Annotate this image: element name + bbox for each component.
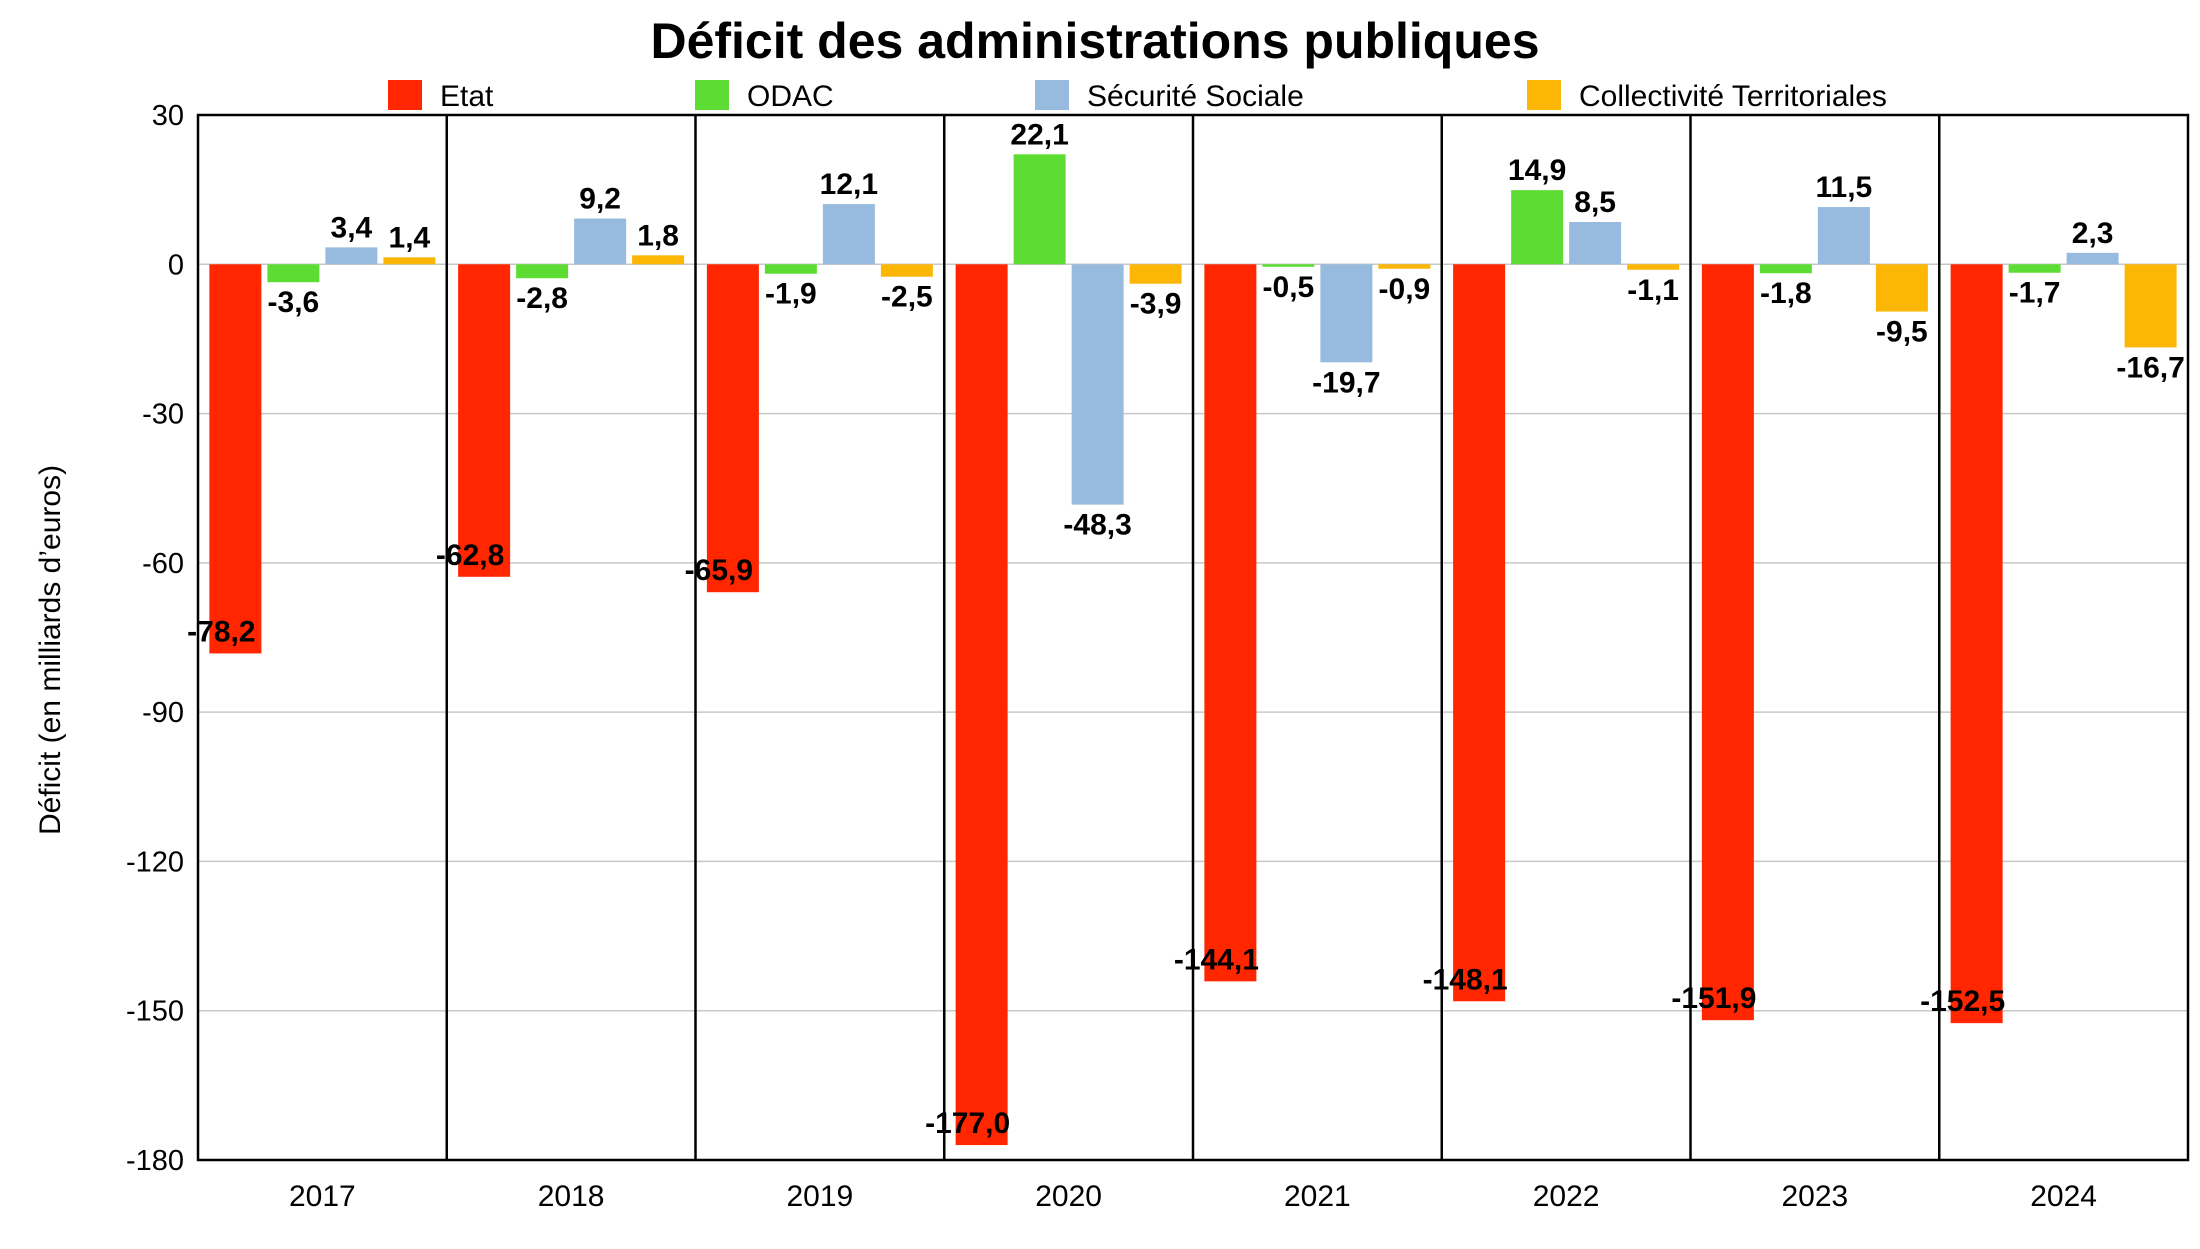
y-tick-label: -120 xyxy=(126,846,184,878)
bar xyxy=(764,264,817,274)
bar xyxy=(1569,221,1622,265)
bar xyxy=(1875,264,1928,312)
bar xyxy=(1950,264,2003,1024)
y-tick-label: -180 xyxy=(126,1145,184,1177)
bar xyxy=(706,264,759,593)
x-tick-label: 2019 xyxy=(787,1180,854,1213)
y-tick-label: -30 xyxy=(142,399,184,431)
bar xyxy=(2124,264,2177,348)
y-axis-ticks: 30 0 -30 -60 -90 -120 -150 -180 xyxy=(126,100,184,1177)
bar xyxy=(267,264,320,283)
data-label: -65,9 xyxy=(685,554,753,587)
bar xyxy=(209,264,262,654)
legend-swatch xyxy=(1035,80,1069,110)
legend-swatch xyxy=(1527,80,1561,110)
data-label: -151,9 xyxy=(1671,982,1756,1015)
bar xyxy=(632,255,685,265)
bar xyxy=(1453,264,1506,1002)
data-label: 11,5 xyxy=(1816,171,1873,204)
data-label: -19,7 xyxy=(1312,366,1380,399)
data-label: -62,8 xyxy=(436,539,504,572)
bar xyxy=(2066,252,2119,265)
x-tick-label: 2020 xyxy=(1035,1180,1102,1213)
data-label: -78,2 xyxy=(187,615,255,648)
data-label: -1,9 xyxy=(765,278,817,311)
bar xyxy=(383,257,436,265)
data-label: -152,5 xyxy=(1920,985,2005,1018)
bar xyxy=(516,264,569,279)
data-label: -177,0 xyxy=(925,1107,1010,1140)
plot-frame xyxy=(196,113,2190,1162)
data-label: 22,1 xyxy=(1010,118,1068,151)
bar xyxy=(1071,264,1124,505)
legend-label: Etat xyxy=(440,80,494,113)
x-tick-label: 2021 xyxy=(1284,1180,1351,1213)
legend-swatch xyxy=(695,80,729,110)
data-label: 12,1 xyxy=(820,168,878,201)
bar xyxy=(1129,264,1182,284)
bar xyxy=(1262,264,1315,267)
bars xyxy=(209,154,2177,1146)
data-label: -3,9 xyxy=(1130,288,1182,321)
data-label: -2,8 xyxy=(516,282,568,315)
data-labels: -78,2 -3,6 3,4 1,4 -62,8 -2,8 9,2 1,8 -65,9 -1,9 1… xyxy=(187,118,2185,1140)
data-label: 14,9 xyxy=(1508,154,1566,187)
bar xyxy=(458,264,511,577)
data-label: -148,1 xyxy=(1423,963,1508,996)
bar xyxy=(1013,154,1066,265)
x-tick-label: 2018 xyxy=(538,1180,605,1213)
data-label: 2,3 xyxy=(2072,217,2114,250)
x-tick-label: 2024 xyxy=(2030,1180,2097,1213)
data-label: -2,5 xyxy=(881,281,933,314)
x-tick-label: 2023 xyxy=(1782,1180,1849,1213)
data-label: 1,8 xyxy=(637,219,679,252)
bar xyxy=(1759,264,1812,274)
legend: Etat ODAC Sécurité Sociale Collectivité Ter… xyxy=(388,80,1887,113)
y-tick-label: -150 xyxy=(126,996,184,1028)
y-tick-label: 0 xyxy=(168,249,184,281)
data-label: 8,5 xyxy=(1574,186,1616,219)
bar xyxy=(955,264,1008,1146)
data-label: -1,8 xyxy=(1760,277,1812,310)
data-label: -144,1 xyxy=(1174,943,1259,976)
data-label: -0,9 xyxy=(1379,273,1431,306)
data-label: -48,3 xyxy=(1063,509,1131,542)
bar xyxy=(574,218,627,265)
data-label: -9,5 xyxy=(1876,316,1928,349)
bar xyxy=(1204,264,1257,982)
data-label: 1,4 xyxy=(389,221,431,254)
legend-swatch xyxy=(388,80,422,110)
data-label: -3,6 xyxy=(268,286,320,319)
bar xyxy=(880,264,933,277)
bar xyxy=(1378,264,1431,269)
y-axis-label: Déficit (en milliards d’euros) xyxy=(34,465,67,835)
y-tick-label: -60 xyxy=(142,548,184,580)
data-label: -1,7 xyxy=(2009,277,2061,310)
legend-label: ODAC xyxy=(747,80,834,113)
bar xyxy=(1817,207,1870,265)
bar xyxy=(1511,190,1564,265)
data-label: 9,2 xyxy=(579,183,621,216)
x-axis-ticks: 2017 2018 2019 2020 2021 2022 2023 2024 xyxy=(289,1180,2097,1213)
data-label: -16,7 xyxy=(2116,351,2184,384)
x-tick-label: 2017 xyxy=(289,1180,356,1213)
data-label: -1,1 xyxy=(1627,274,1679,307)
data-label: -0,5 xyxy=(1263,271,1315,304)
bar xyxy=(1701,264,1754,1021)
y-tick-label: 30 xyxy=(152,100,184,132)
bar xyxy=(1627,264,1680,270)
legend-label: Collectivité Territoriales xyxy=(1579,80,1887,113)
bar xyxy=(822,204,875,265)
y-tick-label: -90 xyxy=(142,697,184,729)
bar xyxy=(2008,264,2061,273)
data-label: 3,4 xyxy=(331,211,373,244)
chart-title: Déficit des administrations publiques xyxy=(650,13,1539,69)
bar xyxy=(1320,264,1373,363)
bar xyxy=(325,247,378,265)
x-tick-label: 2022 xyxy=(1533,1180,1600,1213)
legend-label: Sécurité Sociale xyxy=(1087,80,1304,113)
